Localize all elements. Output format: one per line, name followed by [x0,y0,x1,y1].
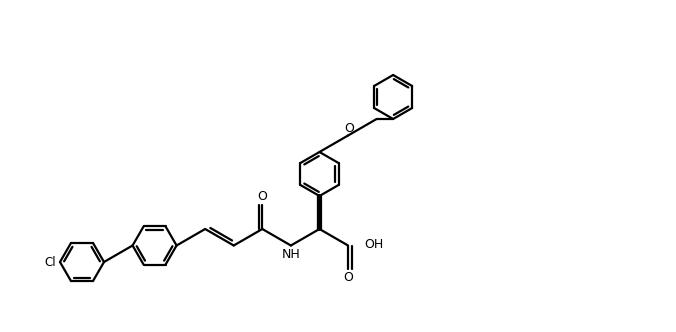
Text: O: O [344,122,354,134]
Text: NH: NH [281,247,300,261]
Text: O: O [258,190,267,203]
Text: O: O [343,271,353,284]
Text: Cl: Cl [45,256,56,269]
Text: OH: OH [364,238,384,251]
